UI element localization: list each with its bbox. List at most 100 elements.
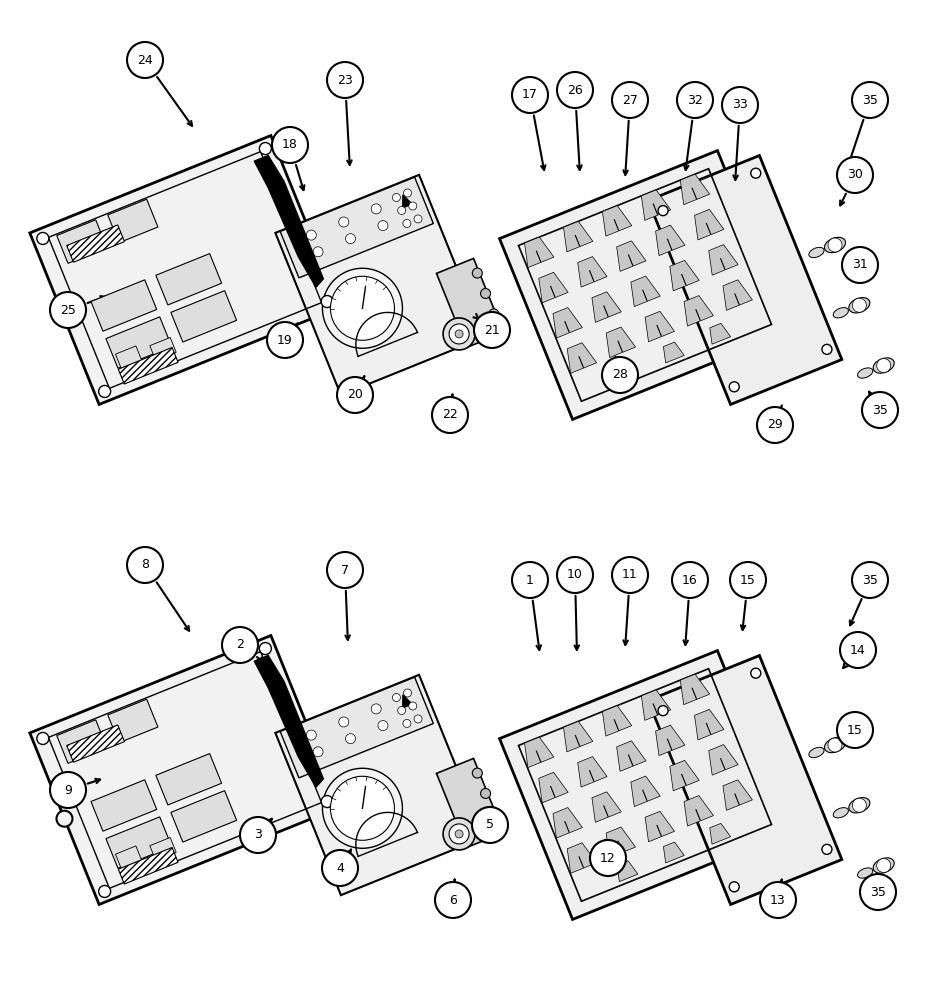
Polygon shape [171, 291, 236, 342]
Circle shape [371, 704, 381, 714]
Text: 8: 8 [141, 558, 149, 572]
Polygon shape [616, 861, 637, 882]
Circle shape [435, 882, 471, 918]
Polygon shape [499, 151, 790, 419]
Circle shape [876, 359, 890, 373]
Polygon shape [91, 280, 157, 331]
Polygon shape [591, 292, 621, 322]
Circle shape [480, 288, 490, 298]
Polygon shape [524, 237, 553, 268]
Circle shape [851, 562, 887, 598]
Polygon shape [679, 674, 709, 705]
Circle shape [472, 268, 482, 278]
Text: 25: 25 [60, 304, 76, 316]
Text: 19: 19 [277, 334, 293, 347]
Polygon shape [669, 260, 698, 291]
Circle shape [330, 776, 394, 840]
Circle shape [750, 168, 760, 178]
Polygon shape [156, 254, 222, 305]
Circle shape [729, 882, 739, 892]
Text: 28: 28 [612, 368, 628, 381]
Polygon shape [578, 257, 606, 287]
Circle shape [37, 232, 49, 244]
Text: 35: 35 [870, 886, 885, 898]
Polygon shape [552, 308, 582, 338]
Polygon shape [118, 347, 178, 384]
Polygon shape [106, 817, 171, 868]
Circle shape [432, 397, 467, 433]
Polygon shape [115, 846, 142, 869]
Circle shape [408, 702, 416, 710]
Polygon shape [57, 220, 107, 263]
Circle shape [326, 62, 362, 98]
Circle shape [127, 547, 163, 583]
Text: 35: 35 [861, 94, 877, 106]
Circle shape [859, 874, 895, 910]
Polygon shape [602, 206, 631, 236]
Polygon shape [630, 776, 659, 807]
Text: 29: 29 [767, 418, 782, 432]
Text: 4: 4 [336, 861, 344, 874]
Circle shape [602, 357, 638, 393]
Polygon shape [171, 791, 236, 842]
Circle shape [489, 809, 499, 819]
Circle shape [330, 276, 394, 340]
Circle shape [98, 885, 110, 897]
Polygon shape [654, 725, 684, 756]
Circle shape [512, 77, 548, 113]
Polygon shape [644, 311, 674, 342]
Circle shape [306, 230, 316, 240]
Circle shape [474, 312, 510, 348]
Ellipse shape [808, 747, 823, 758]
Circle shape [306, 730, 316, 740]
Text: 35: 35 [861, 574, 877, 586]
Text: 32: 32 [686, 94, 702, 106]
Circle shape [312, 247, 323, 257]
Polygon shape [280, 177, 433, 278]
Circle shape [821, 344, 831, 354]
Circle shape [98, 385, 110, 397]
Text: 17: 17 [522, 89, 538, 102]
Text: 10: 10 [566, 568, 582, 582]
Circle shape [259, 143, 271, 155]
Circle shape [657, 706, 667, 716]
Polygon shape [708, 245, 737, 275]
Circle shape [556, 72, 592, 108]
Circle shape [402, 219, 411, 227]
Polygon shape [616, 361, 637, 382]
Circle shape [836, 157, 872, 193]
Polygon shape [436, 758, 503, 848]
Polygon shape [602, 706, 631, 736]
Text: 5: 5 [486, 818, 493, 832]
Circle shape [590, 840, 626, 876]
Circle shape [337, 377, 373, 413]
Polygon shape [679, 174, 709, 205]
Polygon shape [30, 636, 340, 904]
Ellipse shape [857, 368, 871, 378]
Ellipse shape [832, 308, 847, 318]
Text: 13: 13 [769, 894, 785, 906]
Circle shape [322, 850, 358, 886]
Circle shape [259, 643, 271, 655]
Polygon shape [108, 699, 158, 743]
Circle shape [338, 717, 349, 727]
Polygon shape [641, 190, 670, 220]
Text: 20: 20 [347, 388, 362, 401]
Polygon shape [683, 296, 713, 326]
Polygon shape [563, 221, 592, 252]
Circle shape [322, 268, 402, 348]
Ellipse shape [823, 237, 844, 253]
Text: 14: 14 [849, 644, 865, 656]
Circle shape [851, 798, 866, 812]
Text: 35: 35 [871, 403, 887, 416]
Polygon shape [115, 346, 142, 369]
Polygon shape [683, 796, 713, 826]
Polygon shape [280, 677, 433, 778]
Text: 1: 1 [526, 574, 533, 586]
Polygon shape [663, 342, 683, 363]
Circle shape [442, 818, 475, 850]
Polygon shape [722, 280, 752, 310]
Circle shape [841, 247, 877, 283]
Circle shape [472, 768, 482, 778]
Polygon shape [630, 276, 659, 307]
